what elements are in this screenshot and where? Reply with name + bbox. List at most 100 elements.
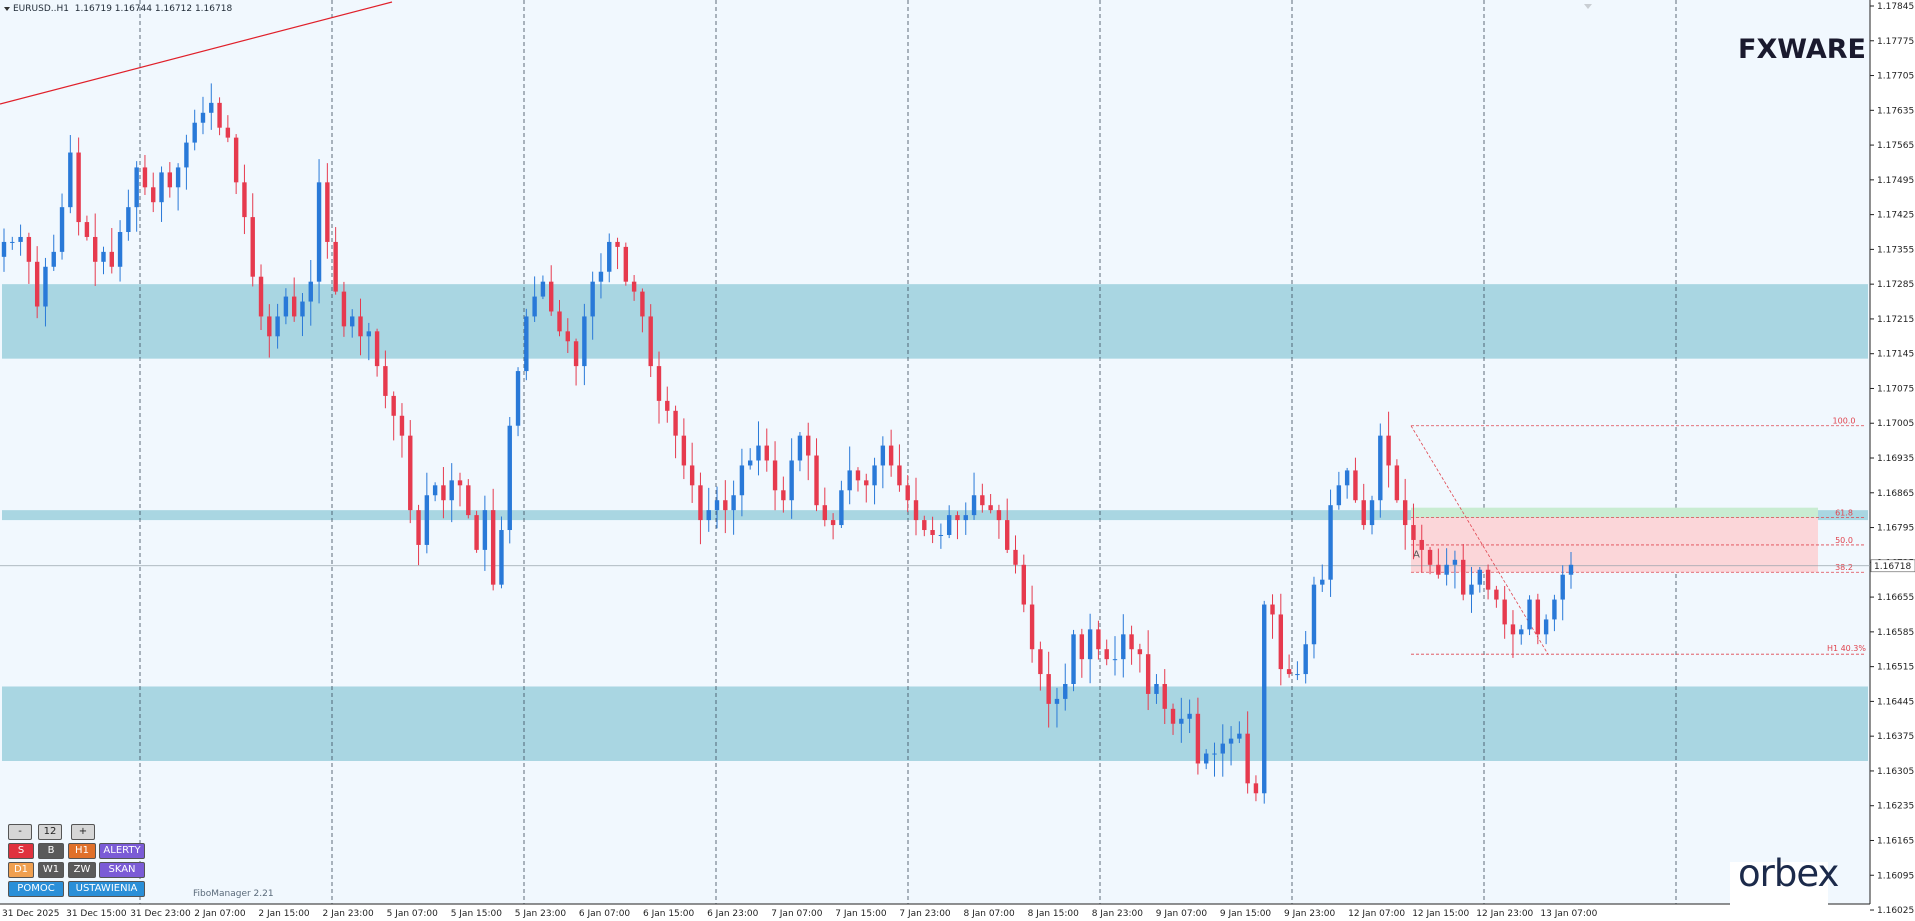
- candle-body: [839, 490, 844, 526]
- candle-body: [1543, 619, 1549, 635]
- increase-button[interactable]: +: [71, 824, 95, 840]
- time-label: 13 Jan 07:00: [1540, 909, 1597, 919]
- candle-body: [781, 490, 786, 501]
- candle-body: [117, 232, 123, 267]
- fib-low-label: H1 40.3%: [1827, 644, 1866, 653]
- trendline[interactable]: [0, 1, 393, 105]
- w1-button[interactable]: W1: [38, 862, 64, 878]
- candle-body: [233, 137, 239, 183]
- sr-zone: [2, 284, 1868, 359]
- candle-body: [126, 207, 131, 232]
- candle-body: [333, 241, 338, 292]
- candle-body: [1096, 629, 1101, 650]
- candle-body: [1353, 470, 1358, 501]
- candle-body: [1535, 599, 1541, 635]
- candle-body: [598, 271, 604, 282]
- time-label: 12 Jan 23:00: [1476, 909, 1533, 919]
- candle-body: [101, 251, 106, 262]
- candle-body: [84, 222, 90, 237]
- skan-button[interactable]: SKAN: [99, 862, 145, 878]
- candle-body: [1237, 733, 1242, 739]
- candle-body: [1502, 599, 1507, 625]
- candle-body: [1469, 584, 1474, 595]
- candle-body: [250, 217, 255, 277]
- candle-body: [723, 500, 728, 511]
- candle-body: [1519, 629, 1524, 635]
- h1-button[interactable]: H1: [68, 843, 96, 859]
- logo-background: [1730, 862, 1828, 907]
- buy-button[interactable]: B: [38, 843, 64, 859]
- price-label: 1.16375: [1877, 732, 1914, 742]
- candle-body: [963, 515, 968, 521]
- candle-body: [466, 485, 471, 516]
- candle-body: [540, 281, 546, 297]
- candle-body: [26, 236, 32, 262]
- price-label: 1.17425: [1877, 211, 1914, 221]
- time-label: 2 Jan 23:00: [323, 909, 375, 919]
- candle-body: [1245, 733, 1250, 784]
- time-label: 31 Dec 2025: [2, 909, 60, 919]
- candle-body: [1386, 435, 1391, 466]
- time-label: 9 Jan 07:00: [1156, 909, 1208, 919]
- candle-body: [1494, 589, 1499, 600]
- candle-body: [864, 480, 869, 486]
- fib-target-zone: [1411, 507, 1818, 518]
- price-label: 1.16445: [1877, 697, 1914, 707]
- period-value-field[interactable]: 12: [38, 824, 62, 840]
- sr-zone: [2, 686, 1868, 761]
- time-axis-bg: [0, 904, 1870, 921]
- time-label: 5 Jan 07:00: [387, 909, 439, 919]
- time-label: 31 Dec 23:00: [130, 909, 191, 919]
- candle-body: [1477, 569, 1482, 585]
- candle-body: [847, 470, 852, 491]
- candle-body: [640, 291, 645, 317]
- candle-body: [814, 455, 819, 506]
- ustawienia-button[interactable]: USTAWIENIA: [68, 881, 145, 897]
- candle-body: [200, 112, 206, 123]
- chevron-down-icon[interactable]: [4, 6, 10, 11]
- candle-body: [1063, 684, 1068, 699]
- candle-body: [1295, 674, 1300, 676]
- price-label: 1.16305: [1877, 767, 1914, 777]
- candle-body: [1452, 559, 1458, 565]
- candle-body: [1527, 599, 1532, 630]
- candle-body: [955, 515, 960, 521]
- scroll-marker-icon[interactable]: [1584, 4, 1592, 9]
- candle-body: [184, 142, 189, 168]
- time-label: 7 Jan 15:00: [835, 909, 887, 919]
- price-label: 1.17355: [1877, 245, 1914, 255]
- candle-body: [358, 316, 363, 337]
- candle-body: [399, 415, 405, 436]
- candle-body: [764, 445, 769, 461]
- pomoc-button[interactable]: POMOC: [8, 881, 64, 897]
- candle-body: [1485, 569, 1491, 590]
- candle-body: [142, 167, 148, 188]
- sell-button[interactable]: S: [8, 843, 34, 859]
- candle-body: [607, 241, 612, 272]
- candle-body: [416, 510, 421, 545]
- decrease-button[interactable]: -: [8, 824, 32, 840]
- candle-body: [673, 410, 678, 436]
- price-axis-bg: [1870, 0, 1915, 921]
- fib-diagonal: [1410, 425, 1549, 655]
- candle-body: [557, 311, 562, 332]
- candle-body: [167, 172, 173, 188]
- time-label: 2 Jan 15:00: [258, 909, 310, 919]
- candle-body: [1005, 520, 1010, 550]
- candle-body: [1054, 698, 1060, 704]
- candle-body: [1087, 629, 1093, 660]
- candle-body: [980, 495, 985, 506]
- time-label: 9 Jan 15:00: [1220, 909, 1272, 919]
- candle-body: [681, 435, 687, 466]
- candle-body: [996, 510, 1002, 521]
- alerty-button[interactable]: ALERTY: [99, 843, 145, 859]
- zw-button[interactable]: ZW: [68, 862, 96, 878]
- candle-body: [1436, 564, 1441, 575]
- candle-body: [1038, 649, 1043, 675]
- candle-body: [1328, 505, 1333, 580]
- candle-body: [946, 515, 952, 535]
- price-label: 1.17075: [1877, 384, 1914, 394]
- d1-button[interactable]: D1: [8, 862, 34, 878]
